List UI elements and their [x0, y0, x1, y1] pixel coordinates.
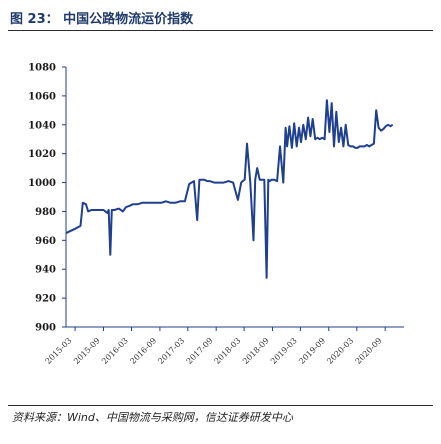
y-tick-label: 1080: [28, 63, 56, 74]
x-tick-label: 2015-09: [72, 336, 102, 366]
y-tick-label: 940: [35, 265, 56, 276]
x-tick-label: 2016-03: [100, 336, 130, 366]
source-note: 资料来源：Wind、中国物流与采购网，信达证券研发中心: [12, 411, 293, 424]
x-tick-label: 2019-09: [297, 336, 327, 366]
series-line-0: [65, 99, 394, 279]
y-tick-label: 1060: [28, 91, 56, 102]
figure-title: 图 23： 中国公路物流运价指数: [10, 12, 194, 27]
series-layer: [65, 99, 394, 279]
y-axis: 900 920 940 960 980 1000 1020 1040 1060 1080: [28, 63, 67, 334]
x-tick-label: 2020-03: [325, 336, 355, 366]
x-tick-label: 2016-09: [128, 336, 158, 366]
x-axis: 2015-032015-092016-032016-092017-032017-…: [44, 326, 404, 366]
y-tick-label: 1000: [28, 178, 56, 189]
y-tick-label: 960: [35, 236, 56, 247]
x-tick-label: 2018-09: [241, 336, 271, 366]
y-tick-label: 1020: [28, 149, 56, 160]
x-tick-label: 2015-03: [44, 336, 74, 366]
title-divider: [8, 30, 433, 31]
y-tick-label: 1040: [28, 120, 56, 131]
x-tick-label: 2020-09: [354, 336, 384, 366]
y-tick-label: 900: [35, 323, 56, 334]
y-tick-label: 920: [35, 294, 56, 305]
line-chart: 900 920 940 960 980 1000 1020 1040 1060 1080 2015…: [28, 63, 404, 366]
x-tick-label: 2017-09: [185, 336, 215, 366]
x-tick-label: 2017-03: [156, 336, 186, 366]
x-tick-label: 2019-03: [269, 336, 299, 366]
source-divider: [8, 405, 433, 406]
x-tick-label: 2018-03: [213, 336, 243, 366]
y-tick-label: 980: [35, 207, 56, 218]
